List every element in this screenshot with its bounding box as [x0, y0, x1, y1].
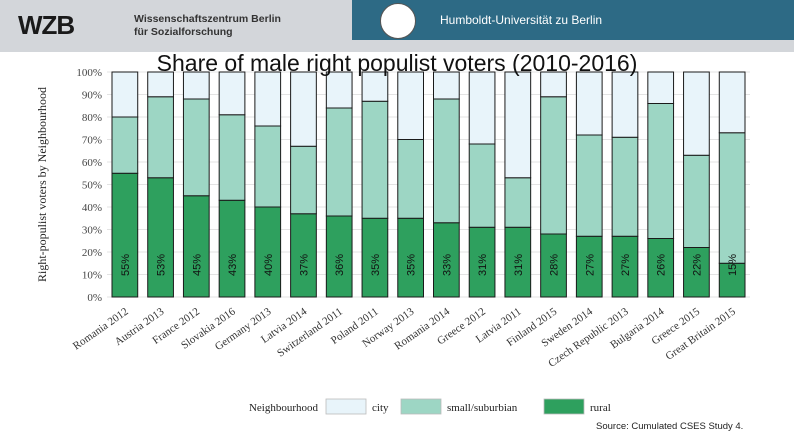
bar-segment-city — [397, 71, 424, 140]
data-label: 31% — [477, 254, 489, 276]
data-label: 37% — [298, 254, 310, 276]
bar-segment-city — [361, 71, 389, 102]
bar-segment-city — [325, 71, 353, 109]
bar-segment-small-suburbian — [325, 107, 353, 217]
bar-segment-rural — [182, 195, 210, 298]
bar-segment-city — [540, 71, 567, 98]
y-tick-label: 70% — [82, 135, 102, 147]
y-tick-label: 40% — [82, 202, 102, 214]
header-university-band — [352, 0, 794, 40]
bar-segment-city — [147, 71, 174, 98]
bar-segment-small-suburbian — [611, 136, 639, 237]
bar-segment-city — [647, 71, 675, 104]
bar-segment-city — [218, 71, 246, 116]
legend-label: rural — [590, 402, 611, 414]
bar-segment-rural — [218, 199, 246, 298]
data-label: 43% — [227, 254, 239, 276]
data-label: 36% — [334, 254, 346, 276]
bar-segment-small-suburbian — [683, 154, 710, 248]
bar-segment-small-suburbian — [254, 125, 282, 208]
university-name: Humboldt-Universität zu Berlin — [440, 13, 603, 27]
data-label: 28% — [549, 254, 561, 276]
legend-title: Neighbourhood — [249, 402, 319, 414]
bar-segment-small-suburbian — [575, 134, 603, 237]
y-tick-label: 10% — [82, 270, 102, 282]
data-label: 53% — [156, 254, 168, 276]
y-tick-label: 50% — [82, 180, 102, 192]
legend-label: small/suburbian — [447, 402, 518, 414]
y-tick-label: 80% — [82, 112, 102, 124]
data-label: 33% — [441, 254, 453, 276]
y-axis-label: Right-populist voters by Neighbourhood — [35, 87, 49, 282]
y-tick-label: 60% — [82, 157, 102, 169]
data-label: 35% — [406, 254, 418, 276]
bar-segment-rural — [147, 177, 174, 298]
bar-segment-city — [111, 71, 139, 118]
chart-title: Share of male right populist voters (201… — [156, 50, 638, 76]
legend-swatch-city — [325, 398, 367, 415]
bar-segment-rural — [254, 206, 282, 298]
data-label: 40% — [263, 254, 275, 276]
data-label: 31% — [513, 254, 525, 276]
wzb-logo: WZB — [18, 10, 75, 40]
bar-segment-rural — [361, 217, 389, 298]
y-tick-label: 30% — [82, 225, 102, 237]
y-tick-label: 0% — [87, 292, 102, 304]
bar-segment-rural — [575, 235, 603, 298]
data-label: 27% — [620, 254, 632, 276]
bar-segment-small-suburbian — [361, 100, 389, 219]
bar-segment-city — [254, 71, 282, 127]
y-tick-label: 100% — [76, 67, 102, 79]
bar-segment-small-suburbian — [397, 139, 424, 219]
bar-segment-city — [468, 71, 496, 145]
bar-segment-city — [611, 71, 639, 138]
legend-swatch-rural — [543, 398, 585, 415]
bar-segment-rural — [290, 213, 317, 298]
data-label: 27% — [584, 254, 596, 276]
source-note: Source: Cumulated CSES Study 4. — [596, 421, 744, 432]
bar-segment-rural — [325, 215, 353, 298]
bar-segment-small-suburbian — [540, 96, 567, 235]
bar-segment-city — [433, 71, 460, 100]
bar-segment-small-suburbian — [290, 145, 317, 215]
legend-label: city — [372, 402, 389, 414]
bar-segment-city — [575, 71, 603, 136]
bar-segment-rural — [397, 217, 424, 298]
y-tick-label: 90% — [82, 90, 102, 102]
bar-segment-city — [182, 71, 210, 100]
y-tick-label: 20% — [82, 247, 102, 259]
bar-segment-small-suburbian — [147, 96, 174, 179]
bar-segment-small-suburbian — [504, 177, 532, 228]
org-name-line1: Wissenschaftszentrum Berlin — [134, 13, 281, 25]
data-label: 45% — [191, 254, 203, 276]
org-name-line2: für Sozialforschung — [134, 26, 233, 38]
data-label: 22% — [691, 254, 703, 276]
bar-segment-rural — [611, 235, 639, 298]
legend-swatch-small-suburbian — [400, 398, 442, 415]
bar-segment-rural — [468, 226, 496, 298]
bar-segment-small-suburbian — [111, 116, 139, 174]
bar-segment-small-suburbian — [718, 132, 746, 264]
bar-segment-small-suburbian — [218, 114, 246, 201]
data-label: 26% — [656, 254, 668, 276]
bar-segment-city — [683, 71, 710, 156]
bar-segment-city — [718, 71, 746, 134]
bar-segment-city — [290, 71, 317, 147]
data-label: 55% — [120, 254, 132, 276]
bar-segment-small-suburbian — [433, 98, 460, 224]
bar-segment-city — [504, 71, 532, 179]
university-seal-icon — [380, 3, 416, 39]
bar-segment-rural — [504, 226, 532, 298]
data-label: 35% — [370, 254, 382, 276]
bar-segment-small-suburbian — [647, 103, 675, 239]
bar-segment-rural — [111, 172, 139, 298]
bar-segment-small-suburbian — [182, 98, 210, 197]
data-label: 15% — [727, 254, 739, 276]
bar-segment-rural — [433, 222, 460, 298]
bar-segment-small-suburbian — [468, 143, 496, 228]
